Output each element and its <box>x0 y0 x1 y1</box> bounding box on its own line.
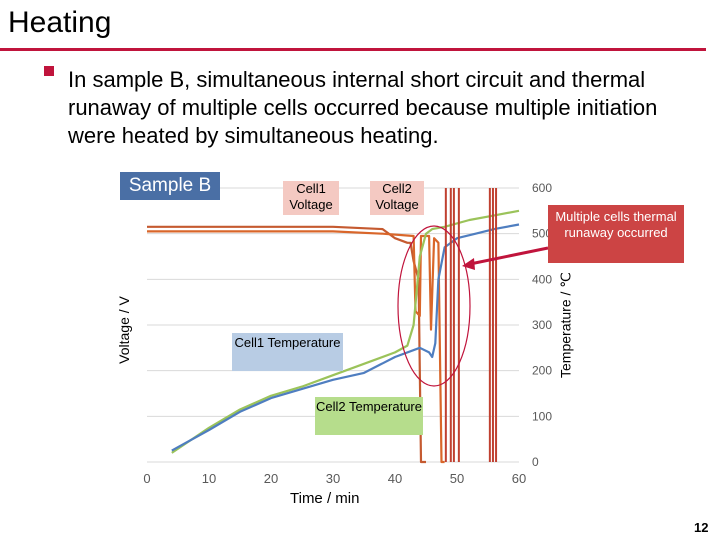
x-tick-label: 50 <box>450 471 464 486</box>
series-group <box>147 188 520 464</box>
y2-tick-label: 600 <box>532 181 552 195</box>
y-axis-right-label: Temperature / ℃ <box>557 272 574 378</box>
x-tick-label: 0 <box>143 471 150 486</box>
y-axis-left-label: Voltage / V <box>116 296 132 364</box>
runaway-highlight-ellipse <box>397 225 471 387</box>
y2-tick-label: 200 <box>532 364 552 378</box>
x-tick-label: 10 <box>202 471 216 486</box>
runaway-arrow-head <box>462 258 475 270</box>
page-number: 12 <box>694 520 709 535</box>
gridlines <box>147 187 519 463</box>
y2-tick-label: 300 <box>532 318 552 332</box>
tick-labels: 0 100 200 300 400 500 600 0 10 20 30 40 50 60 <box>143 181 552 486</box>
x-tick-label: 30 <box>326 471 340 486</box>
x-tick-label: 40 <box>388 471 402 486</box>
title-divider <box>0 48 706 51</box>
series-line-cell1-voltage <box>147 230 445 464</box>
callout-multiple-cells: Multiple cells thermal runaway occurred <box>548 205 684 263</box>
y2-tick-label: 400 <box>532 272 552 286</box>
callout-cell1-voltage: Cell1 Voltage <box>283 181 339 215</box>
bullet-text: In sample B, simultaneous internal short… <box>68 67 658 148</box>
runaway-arrow <box>469 246 549 266</box>
series-line-cell1-temperature <box>171 223 520 452</box>
callout-cell2-voltage: Cell2 Voltage <box>370 181 424 215</box>
sample-label: Sample B <box>120 172 220 200</box>
x-axis-label: Time / min <box>290 490 360 507</box>
series-line-cell2-temperature <box>171 209 520 454</box>
bullet-square-icon <box>44 66 54 76</box>
callout-cell2-temperature: Cell2 Temperature <box>315 397 423 435</box>
x-tick-label: 20 <box>264 471 278 486</box>
slide-title: Heating <box>8 6 112 39</box>
callout-cell1-temperature: Cell1 Temperature <box>232 333 343 371</box>
y2-tick-label: 0 <box>532 455 539 469</box>
y2-tick-label: 500 <box>532 227 552 241</box>
y2-tick-label: 100 <box>532 409 552 423</box>
x-tick-label: 60 <box>512 471 526 486</box>
